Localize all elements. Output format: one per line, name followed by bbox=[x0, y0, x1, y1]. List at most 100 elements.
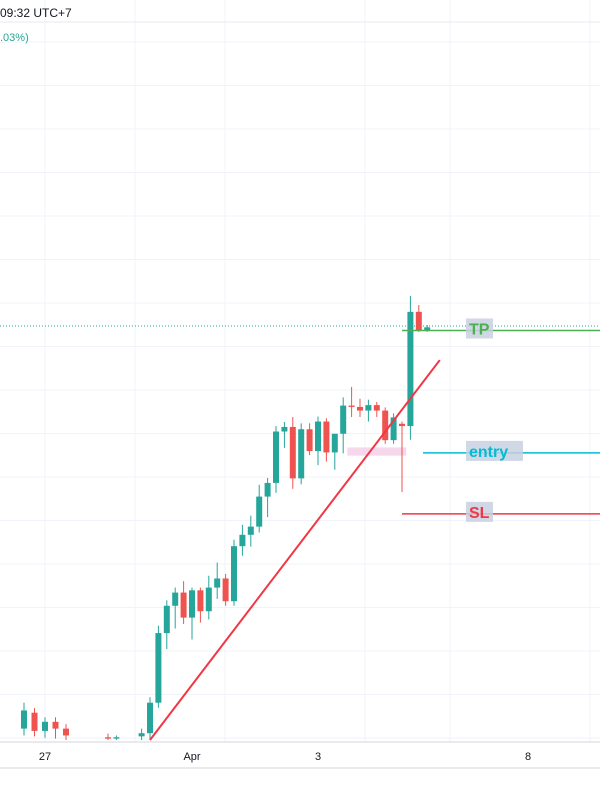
candle-up bbox=[264, 477, 271, 518]
x-tick-label: 27 bbox=[39, 751, 51, 763]
tp-label-bg bbox=[466, 318, 493, 339]
sl-label-bg bbox=[466, 501, 493, 522]
grid bbox=[0, 0, 600, 742]
candle-body bbox=[357, 406, 363, 411]
candle-body bbox=[113, 737, 120, 739]
candle-up bbox=[298, 423, 305, 485]
candle-body bbox=[231, 546, 237, 602]
candle-body bbox=[382, 410, 389, 441]
candle-up bbox=[247, 515, 254, 547]
candle-up bbox=[155, 625, 162, 708]
candle-down bbox=[289, 416, 296, 489]
candle-body bbox=[180, 592, 187, 618]
candle-body bbox=[365, 405, 372, 411]
candle-body bbox=[306, 429, 313, 452]
candle-down bbox=[31, 708, 38, 737]
candle-body bbox=[155, 633, 162, 703]
candle-up bbox=[331, 433, 338, 470]
candle-body bbox=[21, 710, 27, 729]
candle-up bbox=[390, 413, 397, 444]
candle-up bbox=[147, 697, 153, 740]
candle-body bbox=[214, 578, 221, 588]
candle-body bbox=[256, 496, 263, 527]
trendline-layer bbox=[149, 359, 441, 741]
candle-body bbox=[298, 429, 305, 479]
trendline bbox=[149, 359, 441, 741]
candle-down bbox=[105, 733, 111, 740]
entry-label-bg bbox=[466, 440, 523, 461]
candle-up bbox=[138, 728, 145, 740]
candle-up bbox=[163, 600, 170, 649]
candle-body bbox=[331, 433, 338, 453]
x-tick-label: Apr bbox=[183, 751, 200, 763]
candle-down bbox=[323, 418, 330, 462]
candle-body bbox=[31, 712, 38, 731]
candle-body bbox=[205, 587, 212, 612]
candle-down bbox=[373, 401, 380, 417]
candle-body bbox=[273, 431, 279, 483]
candle-up bbox=[281, 421, 288, 448]
candle-up bbox=[407, 295, 414, 440]
candle-body bbox=[147, 702, 153, 734]
x-tick-label: 3 bbox=[315, 751, 321, 763]
header-change: .03%) bbox=[0, 32, 29, 44]
candle-up bbox=[365, 399, 372, 422]
candle-up bbox=[42, 717, 48, 738]
candle-down bbox=[415, 305, 422, 332]
candle-down bbox=[180, 581, 187, 624]
candle-body bbox=[390, 417, 397, 441]
candle-up bbox=[239, 524, 246, 556]
candle-body bbox=[289, 426, 296, 479]
candle-body bbox=[399, 423, 405, 427]
candle-down bbox=[63, 724, 69, 740]
candle-down bbox=[306, 423, 313, 456]
header-time: 09:32 UTC+7 bbox=[0, 6, 72, 20]
candle-up bbox=[214, 562, 221, 599]
candle-body bbox=[264, 482, 271, 497]
zone-layer bbox=[347, 447, 407, 456]
candle-body bbox=[415, 311, 422, 331]
candle-up bbox=[205, 575, 212, 620]
candle-up bbox=[113, 735, 120, 740]
candle-body bbox=[323, 421, 330, 453]
candle-down bbox=[357, 398, 363, 417]
candle-body bbox=[315, 421, 321, 452]
candle-body bbox=[197, 590, 204, 612]
candle-up bbox=[172, 587, 179, 629]
candle-down bbox=[52, 717, 59, 739]
candle-body bbox=[281, 426, 288, 432]
candle-body bbox=[105, 737, 111, 739]
candle-body bbox=[42, 721, 48, 731]
x-tick-label: 8 bbox=[525, 751, 531, 763]
support-zone bbox=[347, 447, 407, 456]
candle-up bbox=[21, 702, 27, 736]
entry-label: entry bbox=[469, 444, 508, 461]
candle-down bbox=[399, 421, 405, 493]
candles bbox=[21, 295, 431, 740]
candle-body bbox=[163, 605, 170, 634]
candle-up bbox=[315, 416, 321, 466]
sl-label: SL bbox=[469, 505, 490, 522]
candle-body bbox=[239, 534, 246, 547]
candle-body bbox=[340, 405, 347, 434]
candle-down bbox=[382, 407, 389, 444]
candle-body bbox=[172, 592, 179, 606]
candle-up bbox=[273, 426, 279, 493]
candle-body bbox=[138, 733, 145, 737]
candle-body bbox=[407, 311, 414, 427]
candle-body bbox=[222, 578, 229, 602]
candle-body bbox=[373, 405, 380, 411]
tp-label: TP bbox=[469, 322, 490, 339]
x-axis: 27Apr381015 bbox=[0, 741, 600, 769]
candle-down bbox=[197, 587, 204, 623]
candle-body bbox=[189, 590, 195, 618]
candle-up bbox=[189, 587, 195, 640]
candle-body bbox=[63, 728, 69, 736]
candle-body bbox=[348, 405, 355, 407]
candle-up bbox=[340, 397, 347, 454]
candle-down bbox=[348, 386, 355, 417]
candle-body bbox=[424, 327, 431, 331]
candle-body bbox=[247, 526, 254, 535]
